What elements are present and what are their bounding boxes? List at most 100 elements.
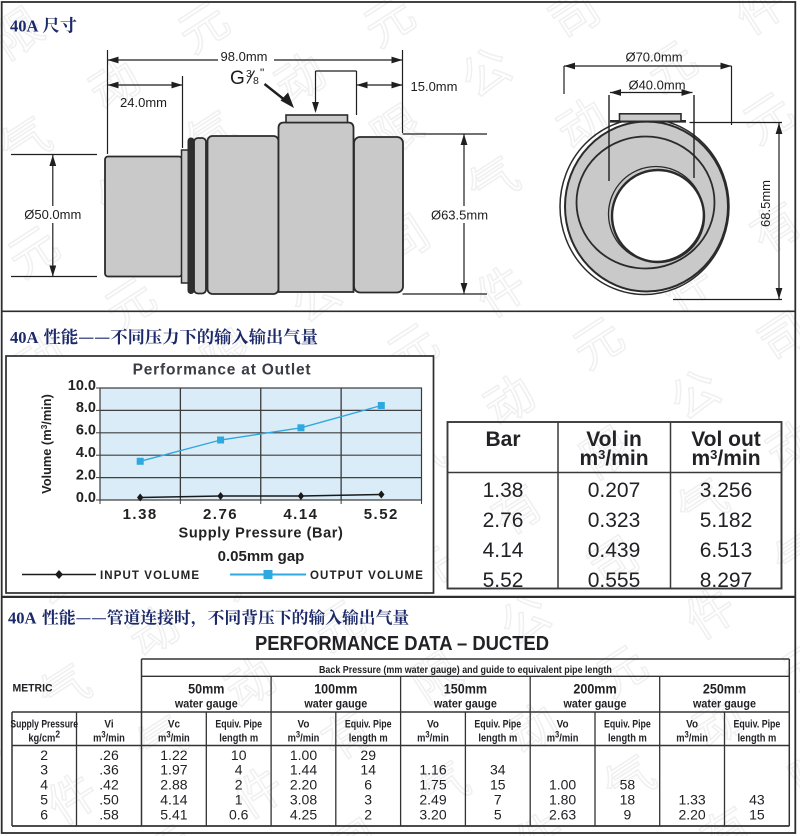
svg-text:.26: .26 bbox=[99, 747, 119, 763]
svg-text:1.75: 1.75 bbox=[419, 777, 446, 793]
svg-text:0.555: 0.555 bbox=[588, 569, 641, 592]
svg-text:2.20: 2.20 bbox=[290, 777, 317, 793]
svg-text:4.0: 4.0 bbox=[76, 445, 96, 461]
svg-text:m3/min: m3/min bbox=[417, 729, 449, 745]
svg-text:0.0: 0.0 bbox=[76, 490, 96, 506]
svg-text:kg/cm2: kg/cm2 bbox=[28, 729, 60, 745]
svg-text:Equiv. Pipe: Equiv. Pipe bbox=[604, 719, 651, 731]
svg-text:8: 8 bbox=[253, 75, 259, 87]
svg-text:6.513: 6.513 bbox=[700, 539, 753, 562]
svg-text:5.52: 5.52 bbox=[483, 569, 524, 592]
svg-text:3: 3 bbox=[364, 792, 372, 808]
svg-text:2.76: 2.76 bbox=[483, 509, 524, 532]
svg-text:4.14: 4.14 bbox=[483, 539, 524, 562]
svg-text:1.44: 1.44 bbox=[290, 762, 317, 778]
svg-text:water gauge: water gauge bbox=[174, 698, 238, 711]
svg-text:PERFORMANCE DATA – DUCTED: PERFORMANCE DATA – DUCTED bbox=[255, 633, 549, 655]
svg-text:6: 6 bbox=[364, 777, 372, 793]
svg-text:0.6: 0.6 bbox=[229, 806, 249, 822]
svg-text:Ø70.0mm: Ø70.0mm bbox=[625, 50, 682, 65]
svg-text:length m: length m bbox=[478, 733, 517, 745]
svg-text:OUTPUT VOLUME: OUTPUT VOLUME bbox=[310, 570, 424, 582]
svg-text:Vc: Vc bbox=[168, 719, 180, 731]
svg-text:m3/min: m3/min bbox=[579, 447, 648, 470]
svg-text:Performance at Outlet: Performance at Outlet bbox=[133, 362, 312, 379]
svg-text:40A: 40A bbox=[10, 328, 39, 347]
svg-text:1.22: 1.22 bbox=[160, 747, 187, 763]
svg-text:4: 4 bbox=[235, 762, 243, 778]
svg-text:INPUT VOLUME: INPUT VOLUME bbox=[100, 570, 200, 582]
svg-text:G: G bbox=[230, 68, 245, 89]
svg-text:3.256: 3.256 bbox=[700, 479, 753, 502]
svg-text:Vol in: Vol in bbox=[586, 428, 642, 451]
svg-text:10: 10 bbox=[231, 747, 247, 763]
svg-text:3: 3 bbox=[40, 762, 48, 778]
svg-text:3: 3 bbox=[246, 68, 252, 80]
svg-text:Bar: Bar bbox=[485, 428, 520, 451]
svg-text:METRIC: METRIC bbox=[13, 682, 53, 694]
svg-text:40A: 40A bbox=[10, 17, 39, 36]
svg-text:4.14: 4.14 bbox=[283, 506, 318, 523]
svg-text:water gauge: water gauge bbox=[563, 698, 627, 711]
svg-text:2.49: 2.49 bbox=[419, 792, 446, 808]
svg-text:Equiv. Pipe: Equiv. Pipe bbox=[345, 719, 392, 731]
svg-text:2: 2 bbox=[235, 777, 243, 793]
svg-text:Ø40.0mm: Ø40.0mm bbox=[628, 78, 685, 93]
svg-text:m3/min: m3/min bbox=[547, 729, 579, 745]
svg-text:length m: length m bbox=[608, 733, 647, 745]
svg-text:1.00: 1.00 bbox=[290, 747, 317, 763]
svg-text:0.323: 0.323 bbox=[588, 509, 641, 532]
svg-text:Vi: Vi bbox=[104, 719, 113, 731]
svg-text:4.14: 4.14 bbox=[160, 792, 187, 808]
svg-text:Ø50.0mm: Ø50.0mm bbox=[24, 207, 81, 222]
svg-text:length m: length m bbox=[349, 733, 388, 745]
svg-text:1.80: 1.80 bbox=[549, 792, 576, 808]
svg-text:1.97: 1.97 bbox=[160, 762, 187, 778]
svg-text:4: 4 bbox=[40, 777, 48, 793]
svg-text:5.52: 5.52 bbox=[364, 506, 399, 523]
svg-text:2.0: 2.0 bbox=[76, 467, 96, 483]
svg-text:2.20: 2.20 bbox=[678, 806, 705, 822]
svg-text:250mm: 250mm bbox=[703, 681, 746, 697]
svg-text:9: 9 bbox=[624, 806, 632, 822]
svg-text:200mm: 200mm bbox=[573, 681, 616, 697]
svg-text:water gauge: water gauge bbox=[433, 698, 497, 711]
svg-text:40A: 40A bbox=[8, 609, 37, 628]
svg-text:2.76: 2.76 bbox=[203, 506, 238, 523]
svg-text:6: 6 bbox=[40, 806, 48, 822]
svg-text:Equiv. Pipe: Equiv. Pipe bbox=[215, 719, 262, 731]
svg-text:58: 58 bbox=[620, 777, 636, 793]
svg-text:Vo: Vo bbox=[298, 719, 310, 731]
svg-text:1.33: 1.33 bbox=[678, 792, 705, 808]
svg-text:.36: .36 bbox=[99, 762, 119, 778]
svg-text:18: 18 bbox=[620, 792, 636, 808]
svg-text:Back Pressure (mm water gauge): Back Pressure (mm water gauge) and guide… bbox=[319, 664, 612, 676]
svg-text:15: 15 bbox=[490, 777, 506, 793]
svg-text:8.297: 8.297 bbox=[700, 569, 753, 592]
svg-text:.58: .58 bbox=[99, 806, 119, 822]
svg-text:m3/min: m3/min bbox=[288, 729, 320, 745]
svg-text:50mm: 50mm bbox=[188, 681, 224, 697]
svg-text:length m: length m bbox=[737, 733, 776, 745]
svg-text:1.16: 1.16 bbox=[419, 762, 446, 778]
svg-text:34: 34 bbox=[490, 762, 506, 778]
svg-text:m3/min: m3/min bbox=[158, 729, 190, 745]
svg-text:m3/min: m3/min bbox=[93, 729, 125, 745]
svg-text:100mm: 100mm bbox=[314, 681, 357, 697]
svg-text:15: 15 bbox=[749, 806, 765, 822]
svg-text:": " bbox=[260, 66, 264, 80]
svg-text:2.88: 2.88 bbox=[160, 777, 187, 793]
svg-text:24.0mm: 24.0mm bbox=[120, 95, 167, 110]
svg-text:7: 7 bbox=[494, 792, 502, 808]
svg-text:98.0mm: 98.0mm bbox=[221, 49, 268, 64]
svg-text:water gauge: water gauge bbox=[303, 698, 367, 711]
svg-text:Vo: Vo bbox=[686, 719, 698, 731]
svg-text:8.0: 8.0 bbox=[76, 400, 96, 416]
svg-text:1.38: 1.38 bbox=[123, 506, 158, 523]
svg-text:Vol out: Vol out bbox=[691, 428, 761, 451]
svg-text:0.05mm gap: 0.05mm gap bbox=[218, 548, 305, 565]
svg-text:0.207: 0.207 bbox=[588, 479, 641, 502]
svg-text:m3/min: m3/min bbox=[691, 447, 760, 470]
svg-text:1.00: 1.00 bbox=[549, 777, 576, 793]
svg-text:5.182: 5.182 bbox=[700, 509, 753, 532]
